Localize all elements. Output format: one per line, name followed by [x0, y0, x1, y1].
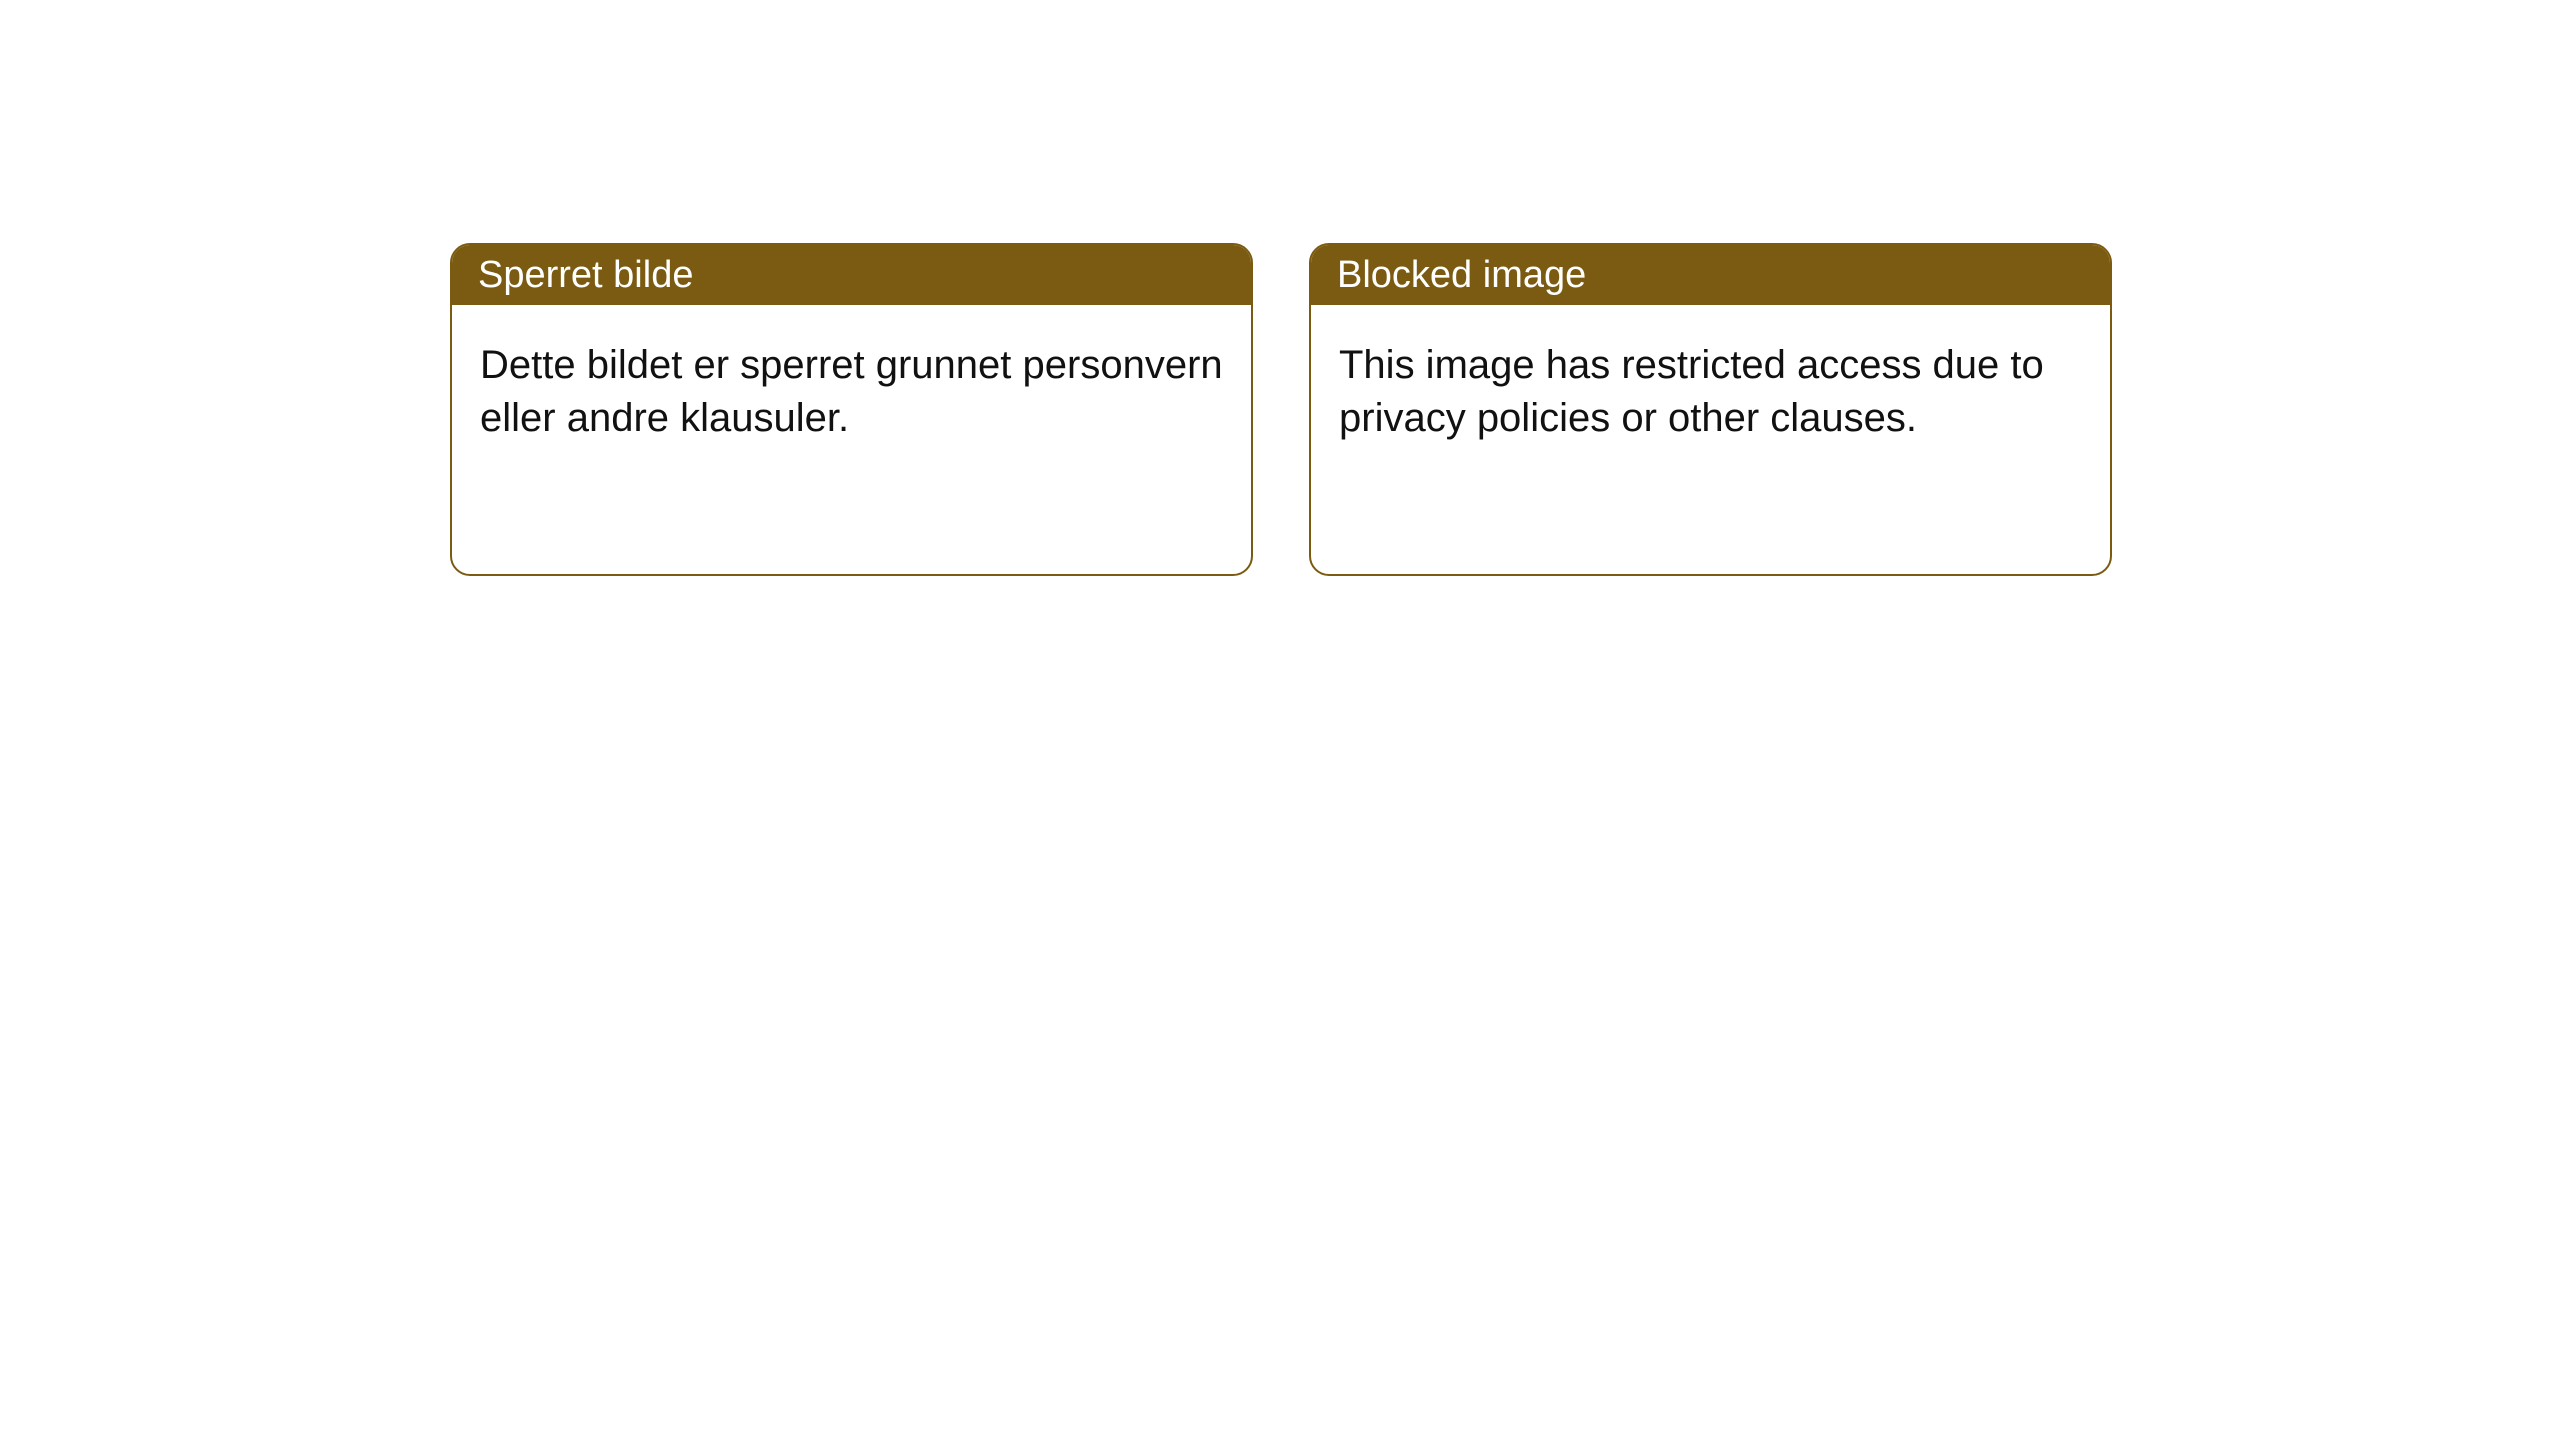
- card-english: Blocked image This image has restricted …: [1309, 243, 2112, 576]
- card-header-norwegian: Sperret bilde: [452, 245, 1251, 305]
- card-body-english: This image has restricted access due to …: [1311, 305, 2110, 479]
- cards-container: Sperret bilde Dette bildet er sperret gr…: [450, 243, 2560, 576]
- card-header-english: Blocked image: [1311, 245, 2110, 305]
- card-norwegian: Sperret bilde Dette bildet er sperret gr…: [450, 243, 1253, 576]
- card-body-norwegian: Dette bildet er sperret grunnet personve…: [452, 305, 1251, 479]
